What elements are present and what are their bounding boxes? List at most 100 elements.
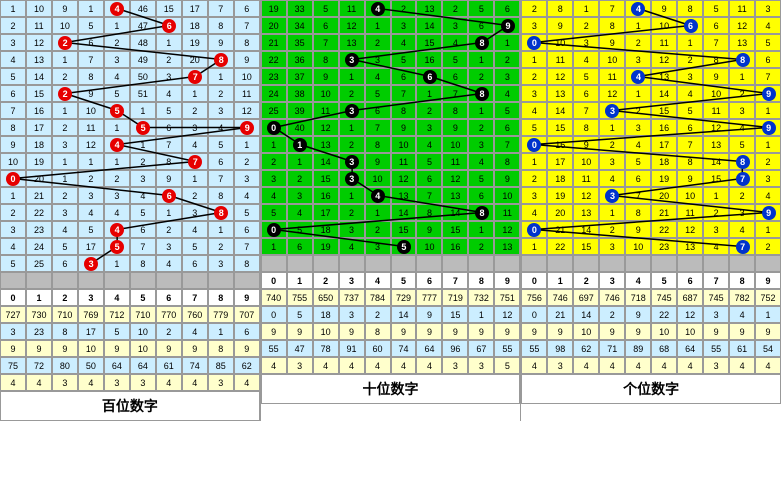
stat-cell: 5 xyxy=(287,306,313,323)
cell: 11 xyxy=(729,0,755,17)
stat-cell: 71 xyxy=(599,340,625,357)
stat-cell: 85 xyxy=(208,357,234,374)
cell: 4 xyxy=(182,136,208,153)
header-row: 0123456789 xyxy=(521,272,781,289)
marker: 4 xyxy=(631,70,645,84)
cell: 3 xyxy=(130,170,156,187)
cell: 3 xyxy=(365,51,391,68)
cell: 13 xyxy=(547,85,573,102)
cell: 4 xyxy=(729,221,755,238)
cell: 10 xyxy=(625,238,651,255)
cell: 3 xyxy=(182,204,208,221)
stat-cell: 23 xyxy=(26,323,52,340)
cell: 5 xyxy=(104,85,130,102)
cell: 4 xyxy=(234,187,260,204)
cell: 14 xyxy=(416,17,442,34)
cell: 8 xyxy=(625,204,651,221)
stat-row: 75728050646461748562 xyxy=(0,357,260,374)
stat-cell: 9 xyxy=(625,323,651,340)
marker: 5 xyxy=(397,240,411,254)
cell: 7 xyxy=(677,136,703,153)
spacer-cell xyxy=(52,272,78,289)
stat-cell: 9 xyxy=(182,340,208,357)
cell: 10 xyxy=(52,17,78,34)
stat-cell: 3 xyxy=(703,306,729,323)
panel-footer: 十位数字 xyxy=(261,374,521,404)
cell: 19 xyxy=(182,34,208,51)
marker: 0 xyxy=(527,223,541,237)
stat-cell: 9 xyxy=(261,323,287,340)
cell: 5 xyxy=(234,204,260,221)
cell: 1 xyxy=(52,102,78,119)
data-row: 3215101261259 xyxy=(261,170,521,187)
header-cell: 8 xyxy=(208,289,234,306)
cell: 1 xyxy=(78,0,104,17)
cell: 14 xyxy=(313,153,339,170)
stat-cell: 9 xyxy=(287,323,313,340)
cell: 1 xyxy=(182,170,208,187)
marker: 3 xyxy=(345,104,359,118)
cell: 1 xyxy=(625,17,651,34)
stat-cell: 9 xyxy=(599,323,625,340)
cell: 2 xyxy=(729,187,755,204)
cell: 3 xyxy=(52,204,78,221)
cell: 2 xyxy=(182,102,208,119)
panel-ge: 2817985113392811061241039211171351114103… xyxy=(521,0,781,421)
stat-cell: 4 xyxy=(677,357,703,374)
cell: 6 xyxy=(287,238,313,255)
stat-cell: 3 xyxy=(339,306,365,323)
stat-cell: 14 xyxy=(573,306,599,323)
cell: 1 xyxy=(729,68,755,85)
cell: 7 xyxy=(599,0,625,17)
stat-cell: 697 xyxy=(573,289,599,306)
cell: 1 xyxy=(468,102,494,119)
cell: 1 xyxy=(599,204,625,221)
cell: 5 xyxy=(156,102,182,119)
stat-cell: 9 xyxy=(26,340,52,357)
stat-cell: 5 xyxy=(494,357,520,374)
cell: 1 xyxy=(677,34,703,51)
cell: 1 xyxy=(703,187,729,204)
cell: 22 xyxy=(261,51,287,68)
marker: 4 xyxy=(631,2,645,16)
marker: 8 xyxy=(214,53,228,67)
header-cell: 9 xyxy=(234,289,260,306)
stat-cell: 68 xyxy=(651,340,677,357)
stat-cell: 3 xyxy=(703,357,729,374)
cell: 2 xyxy=(442,0,468,17)
stat-cell: 650 xyxy=(313,289,339,306)
stat-row: 740755650737784729777719732751 xyxy=(261,289,521,306)
spacer-cell xyxy=(234,272,260,289)
header-row: 0123456789 xyxy=(261,272,521,289)
marker: 3 xyxy=(345,172,359,186)
cell: 19 xyxy=(313,238,339,255)
stat-cell: 712 xyxy=(104,306,130,323)
cell: 7 xyxy=(234,238,260,255)
cell: 7 xyxy=(755,68,781,85)
cell: 4 xyxy=(0,51,26,68)
cell: 4 xyxy=(755,17,781,34)
cell: 8 xyxy=(573,119,599,136)
cell: 11 xyxy=(78,119,104,136)
marker: 8 xyxy=(475,206,489,220)
cell: 1 xyxy=(261,238,287,255)
cell: 3 xyxy=(755,0,781,17)
cell: 2 xyxy=(339,204,365,221)
cell: 21 xyxy=(26,187,52,204)
stat-cell: 745 xyxy=(703,289,729,306)
cell: 2 xyxy=(104,34,130,51)
header-cell: 0 xyxy=(0,289,26,306)
spacer-row xyxy=(0,272,260,289)
cell: 5 xyxy=(182,238,208,255)
data-row: 414721551131 xyxy=(521,102,781,119)
data-row: 10191112862 xyxy=(0,153,260,170)
marker: 2 xyxy=(58,87,72,101)
cell: 10 xyxy=(573,153,599,170)
cell: 5 xyxy=(442,51,468,68)
cell: 9 xyxy=(78,85,104,102)
cell: 12 xyxy=(339,17,365,34)
spacer-cell xyxy=(0,272,26,289)
cell: 3 xyxy=(521,17,547,34)
cell: 12 xyxy=(234,102,260,119)
stat-row: 756746697746718745687745782752 xyxy=(521,289,781,306)
